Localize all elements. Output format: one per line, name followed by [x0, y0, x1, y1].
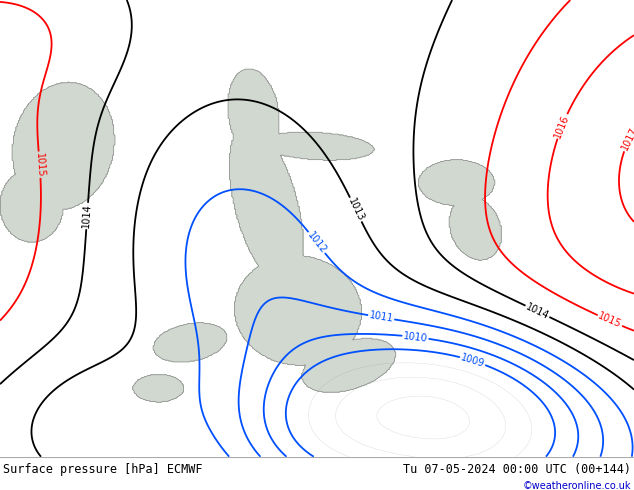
Text: 1010: 1010 [403, 331, 428, 343]
Text: Tu 07-05-2024 00:00 UTC (00+144): Tu 07-05-2024 00:00 UTC (00+144) [403, 463, 631, 476]
Text: 1012: 1012 [305, 230, 328, 255]
Text: 1013: 1013 [346, 196, 366, 223]
Text: 1017: 1017 [619, 126, 634, 152]
Text: 1009: 1009 [460, 352, 486, 369]
Text: 1015: 1015 [597, 311, 623, 330]
Text: 1011: 1011 [368, 310, 394, 324]
Text: 1016: 1016 [553, 113, 571, 140]
Text: 1014: 1014 [524, 301, 551, 321]
Text: 1015: 1015 [34, 152, 46, 177]
Text: Surface pressure [hPa] ECMWF: Surface pressure [hPa] ECMWF [3, 463, 203, 476]
Text: 1014: 1014 [81, 203, 93, 228]
Text: ©weatheronline.co.uk: ©weatheronline.co.uk [522, 481, 631, 490]
